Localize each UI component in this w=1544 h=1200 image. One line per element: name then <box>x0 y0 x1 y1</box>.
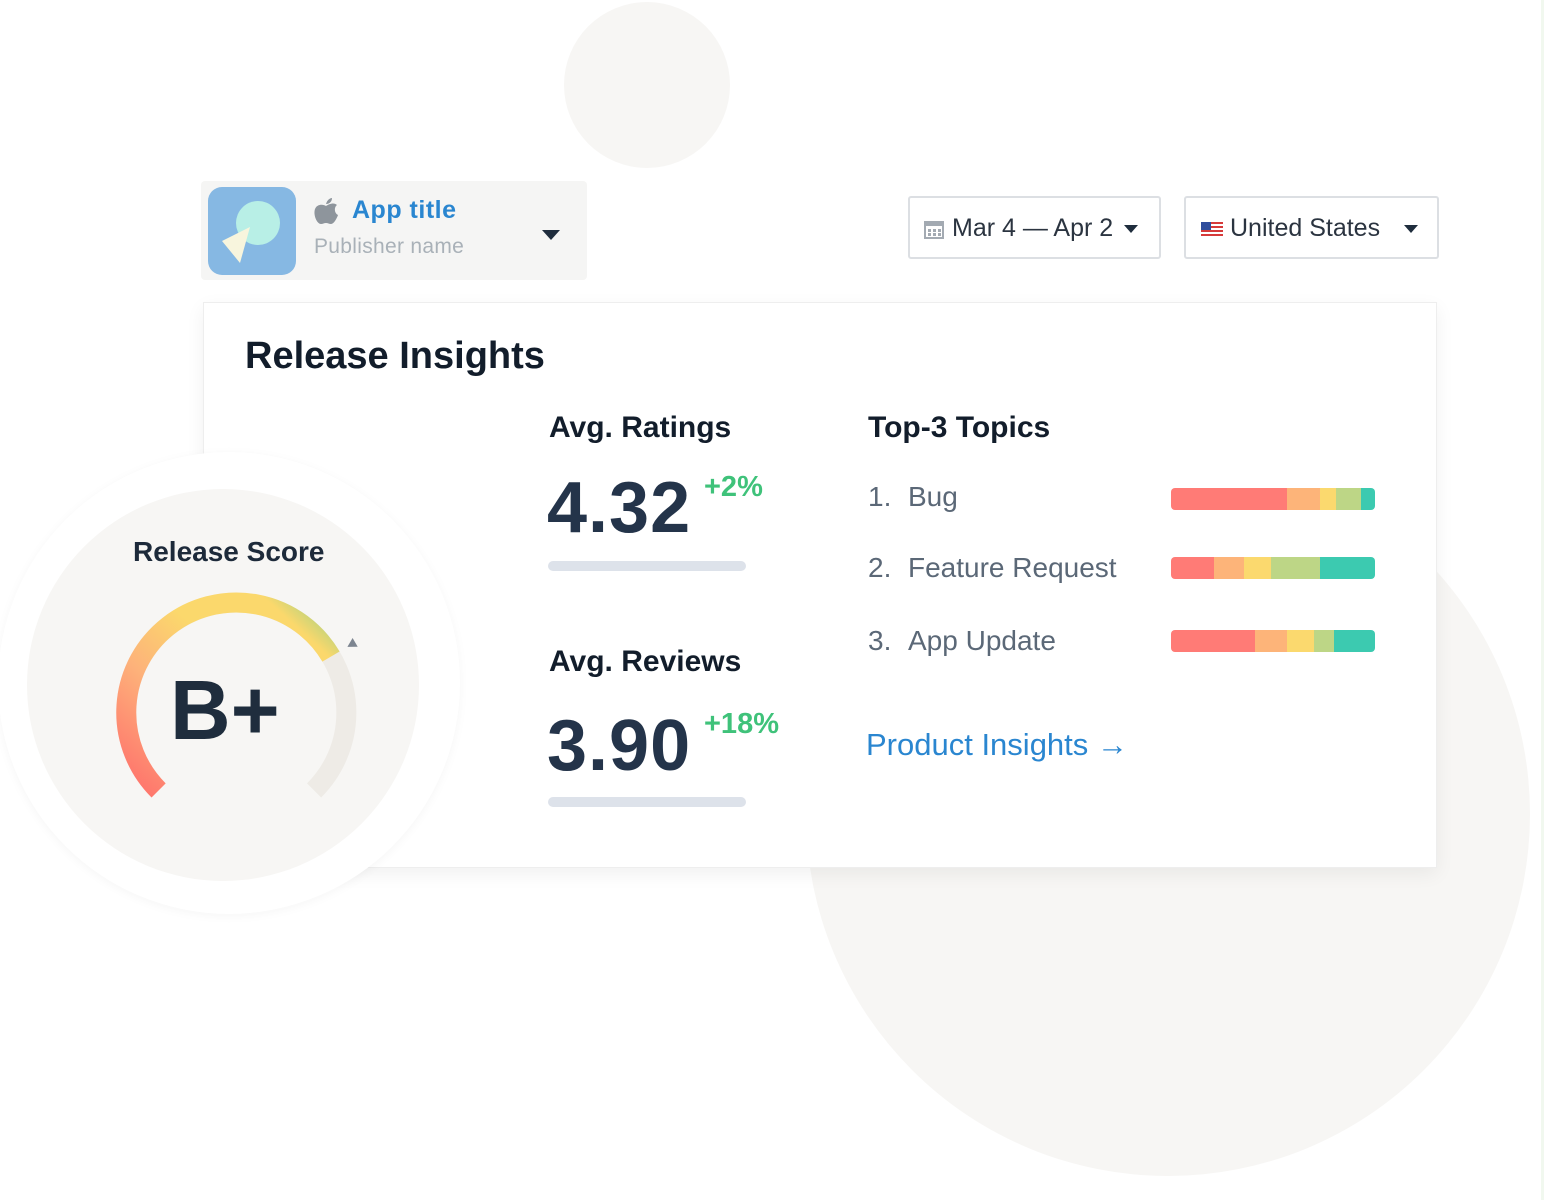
top-topics-label: Top-3 Topics <box>868 411 1051 444</box>
topic-bar-segment <box>1360 488 1375 510</box>
product-insights-link[interactable]: Product Insights → <box>866 727 1128 762</box>
us-flag-icon <box>1201 222 1223 237</box>
topic-name: App Update <box>908 625 1056 656</box>
chevron-down-icon[interactable] <box>542 230 560 240</box>
release-score-gauge <box>116 592 358 798</box>
topic-name: Bug <box>908 481 958 512</box>
gauge-fill <box>116 592 340 798</box>
topic-bar-segment <box>1213 557 1245 579</box>
release-score-label: Release Score <box>133 536 325 567</box>
topic-sentiment-bar <box>1171 557 1375 579</box>
topic-number: 2. <box>868 552 892 583</box>
avg-ratings-value: 4.32 <box>547 468 692 548</box>
date-range-value: Mar 4 — Apr 2 <box>952 214 1114 242</box>
app-title: App title <box>352 196 457 224</box>
card-title: Release Insights <box>245 335 545 377</box>
topic-bar-segment <box>1287 630 1314 652</box>
gauge-pointer-icon <box>347 638 358 647</box>
topic-bar-segment <box>1244 557 1271 579</box>
topic-name: Feature Request <box>908 552 1117 583</box>
country-dropdown[interactable]: United States <box>1184 196 1439 259</box>
publisher-name: Publisher name <box>314 235 465 258</box>
avg-reviews-label: Avg. Reviews <box>549 645 742 678</box>
apple-icon <box>314 198 338 224</box>
calendar-icon <box>924 221 944 239</box>
topic-bar-segment <box>1171 557 1214 579</box>
app-selector[interactable]: App title Publisher name <box>201 181 587 280</box>
chevron-down-icon <box>1124 225 1138 233</box>
release-score-grade: B+ <box>170 663 280 757</box>
country-value: United States <box>1230 214 1381 242</box>
topic-bar-segment <box>1171 630 1255 652</box>
topic-row[interactable]: 2. Feature Request <box>868 552 1117 584</box>
topic-bar-segment <box>1287 488 1320 510</box>
avg-ratings-delta: +2% <box>704 471 763 503</box>
date-range-dropdown[interactable]: Mar 4 — Apr 2 <box>908 196 1161 259</box>
topic-bar-segment <box>1171 488 1288 510</box>
app-logo-icon <box>208 187 296 275</box>
avg-reviews-delta: +18% <box>704 708 779 740</box>
release-score-circle <box>27 489 419 881</box>
topic-bar-segment <box>1334 630 1375 652</box>
topic-sentiment-bar <box>1171 630 1375 652</box>
topic-sentiment-bar <box>1171 488 1375 510</box>
avg-reviews-bar <box>548 797 746 807</box>
topic-number: 3. <box>868 625 892 656</box>
topic-row[interactable]: 3. App Update <box>868 625 1056 657</box>
avg-ratings-bar <box>548 561 746 571</box>
chevron-down-icon <box>1404 225 1418 233</box>
background-circle-top <box>564 2 730 168</box>
avg-reviews-value: 3.90 <box>547 706 692 786</box>
edge-line <box>1541 0 1544 1200</box>
topic-bar-segment <box>1270 557 1320 579</box>
topic-bar-segment <box>1319 557 1375 579</box>
avg-ratings-label: Avg. Ratings <box>549 411 732 444</box>
topic-row[interactable]: 1. Bug <box>868 481 958 513</box>
topic-bar-segment <box>1319 488 1337 510</box>
topic-bar-segment <box>1336 488 1361 510</box>
topic-number: 1. <box>868 481 892 512</box>
topic-bar-segment <box>1254 630 1288 652</box>
topic-bar-segment <box>1313 630 1335 652</box>
